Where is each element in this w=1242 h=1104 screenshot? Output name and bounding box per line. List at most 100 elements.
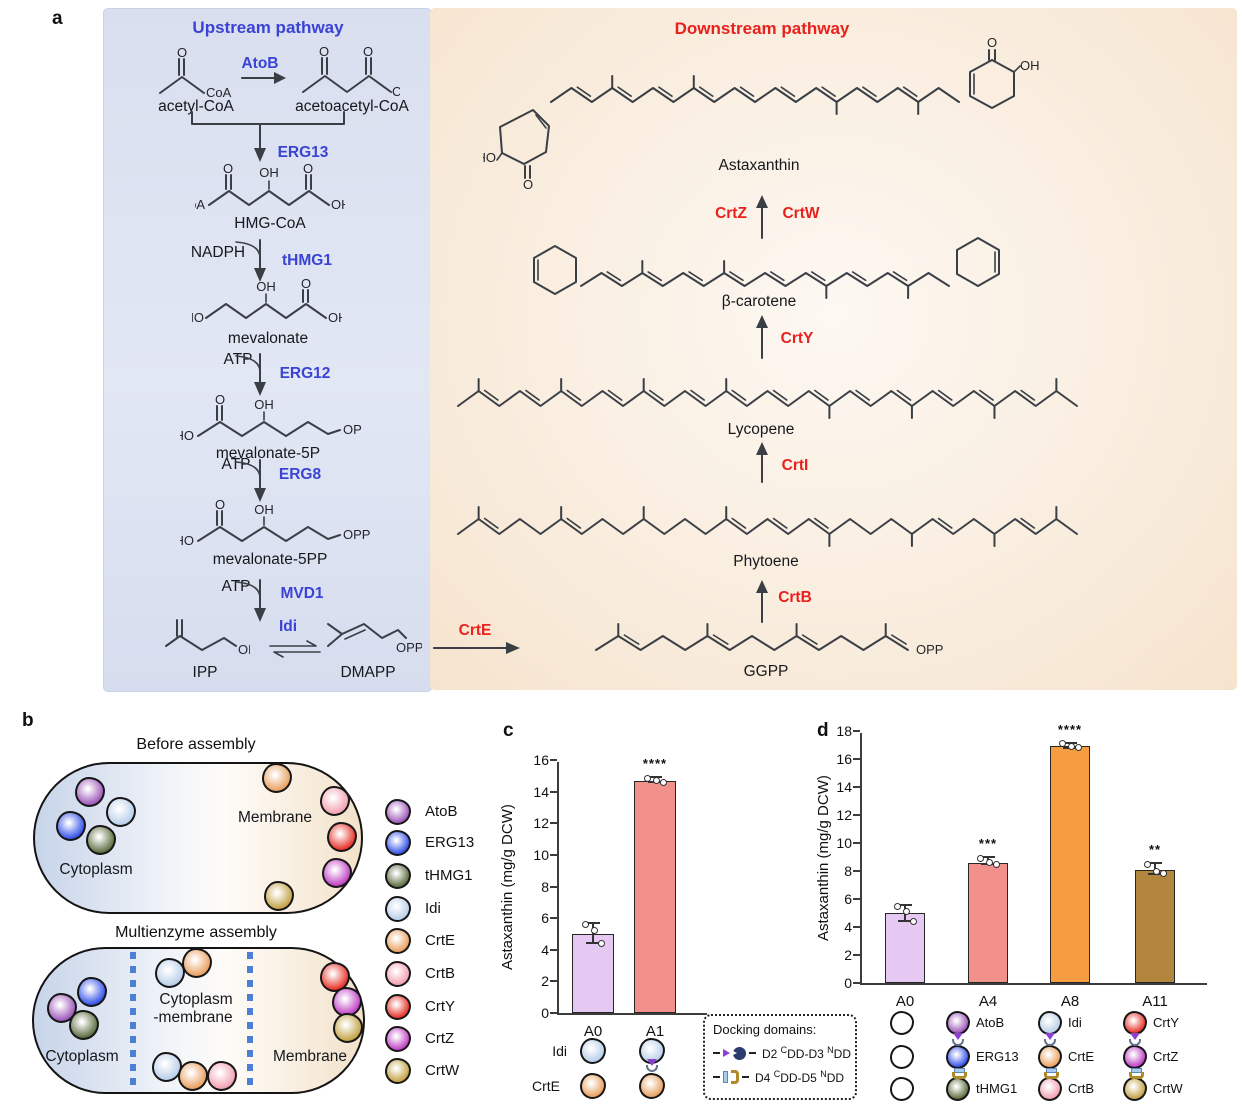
mvd1-arrow	[235, 579, 266, 622]
strain-a0-idi-blob	[580, 1038, 606, 1064]
bar	[1050, 746, 1090, 983]
enzyme-blob-thmg1	[86, 825, 116, 855]
a8-label-idi: Idi	[1068, 1015, 1082, 1030]
ytick: 4	[541, 941, 549, 958]
y-axis-label: Astaxanthin (mg/g DCW)	[499, 804, 516, 971]
crescent-dock-icon	[730, 1046, 746, 1060]
legend-blob-idi	[385, 896, 411, 922]
atom-label: O	[215, 392, 225, 407]
ymark	[550, 1012, 557, 1014]
ytick: 8	[844, 863, 852, 879]
ytick: 6	[844, 891, 852, 907]
enzyme-blob-idi	[152, 1052, 182, 1082]
crte-arrow	[433, 642, 520, 654]
cyto-membrane-label-line1: Cytoplasm	[159, 991, 233, 1008]
y-axis-label: Astaxanthin (mg/g DCW)	[815, 775, 832, 941]
atom-label: O	[301, 278, 311, 291]
empty-enzyme-blob	[890, 1077, 914, 1101]
pt	[909, 917, 917, 925]
mevalonate-5pp-structure: HO O OH OPP	[180, 497, 370, 548]
hmg-coa-structure: CoA O OH O OH	[195, 163, 345, 212]
enzyme-label-erg12: ERG12	[279, 365, 331, 382]
docking-row-d4d5-text: D4 CDD-D5 NDD	[755, 1069, 844, 1085]
molecule-label-acetoacetyl-coa: acetoacetyl-CoA	[295, 98, 409, 115]
ymark	[853, 954, 860, 956]
legend-blob-erg13	[385, 830, 411, 856]
atom-label: CoA	[206, 85, 232, 100]
ymark	[853, 758, 860, 760]
dock-text: D4	[755, 1071, 774, 1085]
acetyl-coa-structure: O CoA	[159, 45, 232, 100]
thmg1-arrow	[235, 239, 266, 282]
downstream-panel-background	[430, 8, 1237, 690]
ytick: 8	[541, 878, 549, 895]
a8-crte-blob	[1038, 1045, 1062, 1069]
atom-label: OH	[254, 502, 274, 517]
legend-blob-crtb	[385, 961, 411, 987]
enzyme-label-erg8: ERG8	[278, 466, 322, 483]
ymark	[550, 885, 557, 888]
astaxanthin-chain	[550, 75, 960, 115]
crtz-crtw-up-arrow	[756, 195, 768, 239]
cofactor-atp-2: ATP	[221, 456, 251, 473]
ytick: 14	[533, 783, 549, 800]
molecule-label-mevalonate-5pp: mevalonate-5PP	[212, 551, 328, 568]
crty-up-arrow	[756, 315, 768, 359]
enzyme-label-atob: AtoB	[241, 55, 279, 72]
sig: **	[1148, 842, 1162, 857]
a4-label-atob: AtoB	[976, 1015, 1005, 1030]
panel-b-label: b	[22, 710, 34, 731]
atom-label: OPP	[238, 642, 250, 657]
atom-label-ggpp-opp: OPP	[916, 642, 944, 657]
empty-enzyme-blob	[890, 1011, 914, 1035]
equilibrium-arrows	[269, 640, 321, 658]
strain-a0-crte-blob	[580, 1073, 606, 1099]
pt	[1152, 867, 1160, 875]
docking-connector-d4d5-icon	[1129, 1068, 1144, 1079]
ytick: 14	[836, 779, 852, 795]
panel-d-label: d	[817, 720, 829, 741]
atom-label: O	[177, 45, 187, 60]
strain-a1-crte-blob	[639, 1073, 665, 1099]
legend-blob-thmg1	[385, 863, 411, 889]
docking-row-d2d3-text: D2 CDD-D3 NDD	[762, 1045, 851, 1061]
atom-label: OH	[256, 279, 276, 294]
atom-label: O	[215, 497, 225, 512]
dash-icon	[713, 1075, 720, 1079]
bar	[634, 780, 676, 1013]
ymark	[550, 917, 557, 920]
ytick: 4	[844, 919, 852, 935]
bar	[885, 913, 925, 983]
legend-blob-crtw	[385, 1058, 411, 1084]
enzyme-blob-thmg1	[69, 1010, 99, 1040]
atom-label: OP	[343, 422, 362, 437]
ytick: 10	[533, 846, 549, 863]
erg12-arrow	[235, 353, 266, 396]
atom-label: OH	[331, 197, 345, 212]
ggpp-chain	[595, 623, 909, 651]
a4-thmg1-blob	[946, 1077, 970, 1101]
legend-label-thmg1: tHMG1	[425, 867, 473, 884]
atom-label: O	[319, 44, 329, 59]
molecule-label-phytoene: Phytoene	[733, 553, 799, 570]
atom-label: CoA	[392, 84, 400, 99]
enzyme-blob-crtz	[332, 987, 362, 1017]
ymark	[853, 814, 860, 816]
pt	[976, 854, 984, 862]
xcat: A8	[1060, 993, 1080, 1010]
errcap	[586, 922, 600, 925]
beta-carotene-left-ring	[533, 245, 577, 295]
atob-arrow	[241, 72, 286, 84]
enzyme-blob-idi	[106, 797, 136, 827]
bar	[1135, 869, 1175, 983]
ytick: 6	[541, 910, 549, 927]
phytoene-chain	[457, 506, 1078, 547]
atom-label: HO	[180, 533, 194, 548]
enzyme-label-erg13: ERG13	[277, 144, 329, 161]
docking-connector-d4d5-icon	[952, 1068, 967, 1079]
cofactor-atp-1: ATP	[223, 351, 253, 368]
condensation-bracket-arrow	[191, 111, 345, 162]
ytick: 12	[533, 815, 549, 832]
blue-rect-dock-icon	[723, 1071, 728, 1083]
dock-sup: N	[820, 1069, 827, 1079]
